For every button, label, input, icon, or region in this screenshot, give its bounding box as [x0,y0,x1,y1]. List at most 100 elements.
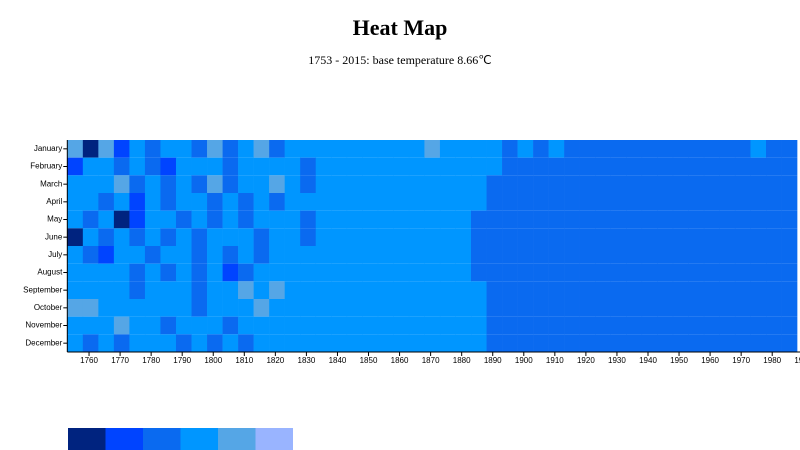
heat-cell [362,228,379,246]
heat-cell [175,263,192,282]
heat-cell [207,263,223,282]
heat-cell [533,228,549,246]
heat-cell [393,193,410,211]
heat-cell [284,281,301,299]
heat-cell [719,299,736,317]
heat-cell [191,281,208,299]
heat-cell [175,281,192,299]
heat-cell [98,316,115,335]
heat-cell [517,246,534,264]
heat-cell [175,228,192,246]
heat-cell [502,228,518,246]
heat-cell [626,246,643,264]
heat-cell [657,228,674,246]
heat-cell [579,281,596,299]
heat-cell [144,157,161,176]
heat-cell [300,140,317,158]
heat-cell [564,157,580,176]
heat-cell [284,334,301,352]
heat-cell [672,316,689,335]
y-tick-label: May [47,215,62,224]
heat-cell [253,246,270,264]
legend-swatch [105,428,143,450]
heat-cell [222,228,239,246]
y-tick-label: October [34,303,63,312]
heat-cell [377,334,394,352]
heat-cell [688,140,705,158]
heat-cell [393,157,410,176]
heat-cell [191,334,208,352]
heat-cell [765,263,782,282]
heat-cell [750,210,767,229]
heat-cell [657,316,674,335]
heat-cell [424,263,441,282]
heat-cell [641,140,658,158]
heat-cell [67,175,84,193]
heat-cell [750,140,767,158]
heat-cell [175,157,192,176]
heat-cell [222,334,239,352]
heat-cell [253,228,270,246]
heat-cell [548,210,565,229]
heat-cell [346,299,363,317]
heat-cell [455,299,472,317]
heat-cell [641,210,658,229]
heat-cell [750,299,767,317]
heat-cell [439,193,456,211]
heat-cell [222,175,239,193]
heat-cell [113,246,130,264]
heat-cell [533,334,549,352]
heat-cell [82,193,99,211]
heat-cell [703,281,720,299]
x-tick-label: 1850 [360,356,378,365]
heat-cell [455,193,472,211]
y-tick-label: February [30,162,62,171]
heat-cell [160,246,177,264]
heat-cell [719,193,736,211]
heat-cell [595,157,612,176]
heat-cell [719,334,736,352]
heat-cell [253,316,270,335]
heat-cell [455,175,472,193]
heat-cell [750,263,767,282]
heat-cell [238,334,254,352]
heat-cell [393,175,410,193]
heat-cell [191,263,208,282]
heat-cell [284,299,301,317]
x-tick-label: 1780 [142,356,160,365]
heat-cell [564,299,580,317]
heat-cell [486,263,503,282]
heat-cell [113,316,130,335]
heat-cell [502,281,518,299]
heat-cell [129,299,146,317]
heat-cell [362,140,379,158]
heat-cell [672,157,689,176]
heat-cell [238,228,254,246]
heat-cell [548,281,565,299]
heat-cell [269,334,285,352]
heat-cell [67,263,84,282]
heat-cell [67,157,84,176]
heat-cell [657,140,674,158]
heat-cell [564,228,580,246]
heat-cell [377,210,394,229]
heat-cell [517,140,534,158]
heat-cell [315,263,332,282]
heat-cell [362,263,379,282]
heat-cell [517,193,534,211]
heat-cell [300,299,317,317]
heat-cell [672,210,689,229]
heat-cell [765,281,782,299]
heat-cell [129,263,146,282]
heat-cell [595,263,612,282]
heat-cell [719,228,736,246]
heat-cell [470,175,487,193]
heat-cell [579,316,596,335]
heat-cell [439,140,456,158]
heat-cell [315,175,332,193]
heat-cell [408,281,425,299]
heat-cell [517,299,534,317]
heat-cell [253,210,270,229]
heat-cell [331,299,348,317]
heat-cell [595,228,612,246]
